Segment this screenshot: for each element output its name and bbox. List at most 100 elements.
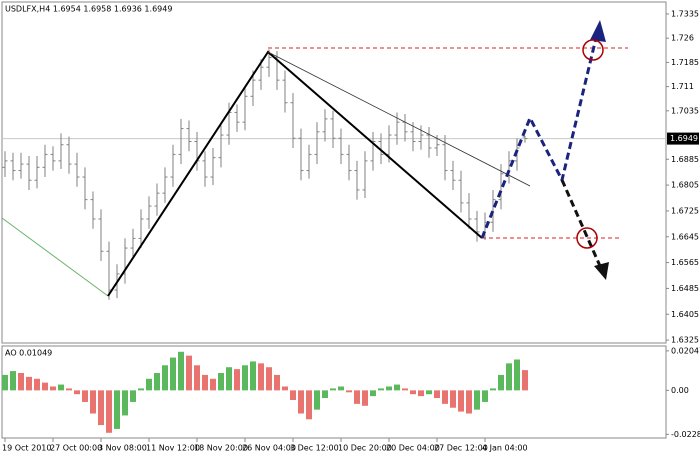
ao-bar: [234, 369, 240, 391]
ao-bar: [2, 374, 8, 391]
ao-bar: [514, 359, 520, 391]
ao-bar: [362, 390, 368, 406]
ao-bar: [186, 355, 192, 391]
ao-bar: [474, 390, 480, 410]
ao-bar: [490, 388, 496, 391]
ao-bar: [346, 390, 352, 393]
ao-bar: [210, 378, 216, 391]
x-tick-label: 18 Nov 20:00: [194, 444, 248, 453]
ao-bar: [458, 390, 464, 412]
chart-title: USDLFX,H4 1.6954 1.6958 1.6936 1.6949: [5, 5, 172, 14]
trend-line: [267, 51, 531, 187]
x-tick-label: 4 Jan 04:00: [482, 444, 528, 453]
ao-bar: [410, 390, 416, 395]
ao-title: AO 0.01049: [5, 349, 52, 358]
x-tick-label: 11 Nov 12:00: [146, 444, 200, 453]
annotations: [1, 20, 628, 297]
ao-bar: [298, 390, 304, 414]
ao-bar: [138, 388, 144, 391]
ao-bar: [338, 386, 344, 391]
ao-bar: [378, 388, 384, 391]
ao-bar: [290, 390, 296, 401]
arrow-head: [590, 20, 606, 42]
y-tick-label: 1.6725: [671, 206, 699, 215]
current-price-label: 1.6949: [670, 134, 698, 143]
ao-bar: [122, 390, 128, 416]
y-tick-label: 1.6645: [671, 232, 699, 241]
ao-bar: [282, 386, 288, 391]
ao-bar: [18, 373, 24, 391]
y-tick-label: 0.00: [671, 386, 689, 395]
ao-bar: [98, 390, 104, 426]
ao-bar: [218, 373, 224, 391]
ao-bar: [90, 390, 96, 414]
ao-bar: [322, 390, 328, 399]
ao-bar: [10, 371, 16, 391]
y-tick-label: 1.6885: [671, 155, 699, 164]
ao-bar: [314, 390, 320, 410]
x-tick-label: 3 Dec 12:00: [290, 444, 339, 453]
ao-bar: [266, 367, 272, 391]
target-circle: [582, 39, 604, 61]
x-tick-label: 10 Dec 20:00: [338, 444, 392, 453]
ao-bar: [506, 363, 512, 391]
current-price-box: [667, 132, 699, 145]
y-tick-label: 1.6325: [671, 336, 699, 345]
ao-bar: [250, 361, 256, 391]
ao-bar: [426, 390, 432, 395]
ao-bar: [170, 357, 176, 391]
ao-bar: [202, 374, 208, 391]
x-tick-label: 27 Dec 12:00: [434, 444, 488, 453]
ao-bar: [26, 376, 32, 391]
ao-bar: [242, 365, 248, 391]
price-panel: [1, 1, 667, 344]
y-tick-label: 1.711: [671, 82, 694, 91]
y-tick-label: 1.6565: [671, 258, 699, 267]
ao-panel: [1, 345, 667, 439]
y-tick-label: -0.0228: [671, 430, 700, 439]
ao-bar: [354, 390, 360, 404]
ao-bar: [466, 390, 472, 414]
ao-bar: [306, 390, 312, 420]
x-tick-label: 19 Oct 2010: [2, 444, 51, 453]
ao-bar: [442, 390, 448, 404]
ao-bar: [226, 367, 232, 391]
ao-bar: [42, 382, 48, 391]
ao-bar: [130, 390, 136, 402]
y-tick-label: 0.02047: [671, 346, 700, 355]
ao-bar: [418, 390, 424, 397]
projection-down: [560, 179, 602, 267]
ao-bar: [402, 388, 408, 391]
ao-bar: [74, 390, 80, 395]
ao-bar: [258, 363, 264, 391]
y-tick-label: 1.7035: [671, 106, 699, 115]
y-tick-label: 1.726: [671, 34, 694, 43]
ao-bar: [482, 390, 488, 402]
ao-bar: [498, 374, 504, 391]
ao-bar: [82, 390, 88, 402]
ao-bar: [50, 386, 56, 391]
ao-bar: [450, 390, 456, 408]
ao-bar: [194, 365, 200, 391]
ao-bar: [162, 365, 168, 391]
x-tick-label: 27 Oct 00:00: [50, 444, 102, 453]
target-circle: [576, 227, 598, 249]
ao-bar: [146, 378, 152, 391]
trend-line: [1, 217, 109, 297]
ao-bar: [394, 384, 400, 391]
y-tick-label: 1.6485: [671, 284, 699, 293]
y-tick-label: 1.6805: [671, 181, 699, 190]
arrow-head: [594, 262, 609, 280]
ao-bar: [330, 388, 336, 391]
x-tick-label: 26 Nov 04:00: [242, 444, 296, 453]
ao-bar: [434, 390, 440, 399]
ao-bar: [274, 374, 280, 391]
ao-bar: [34, 378, 40, 391]
ao-bar: [154, 373, 160, 391]
ao-bar: [522, 370, 528, 391]
ao-bar: [178, 351, 184, 391]
ao-bar: [370, 390, 376, 397]
x-tick-label: 3 Nov 08:00: [98, 444, 147, 453]
